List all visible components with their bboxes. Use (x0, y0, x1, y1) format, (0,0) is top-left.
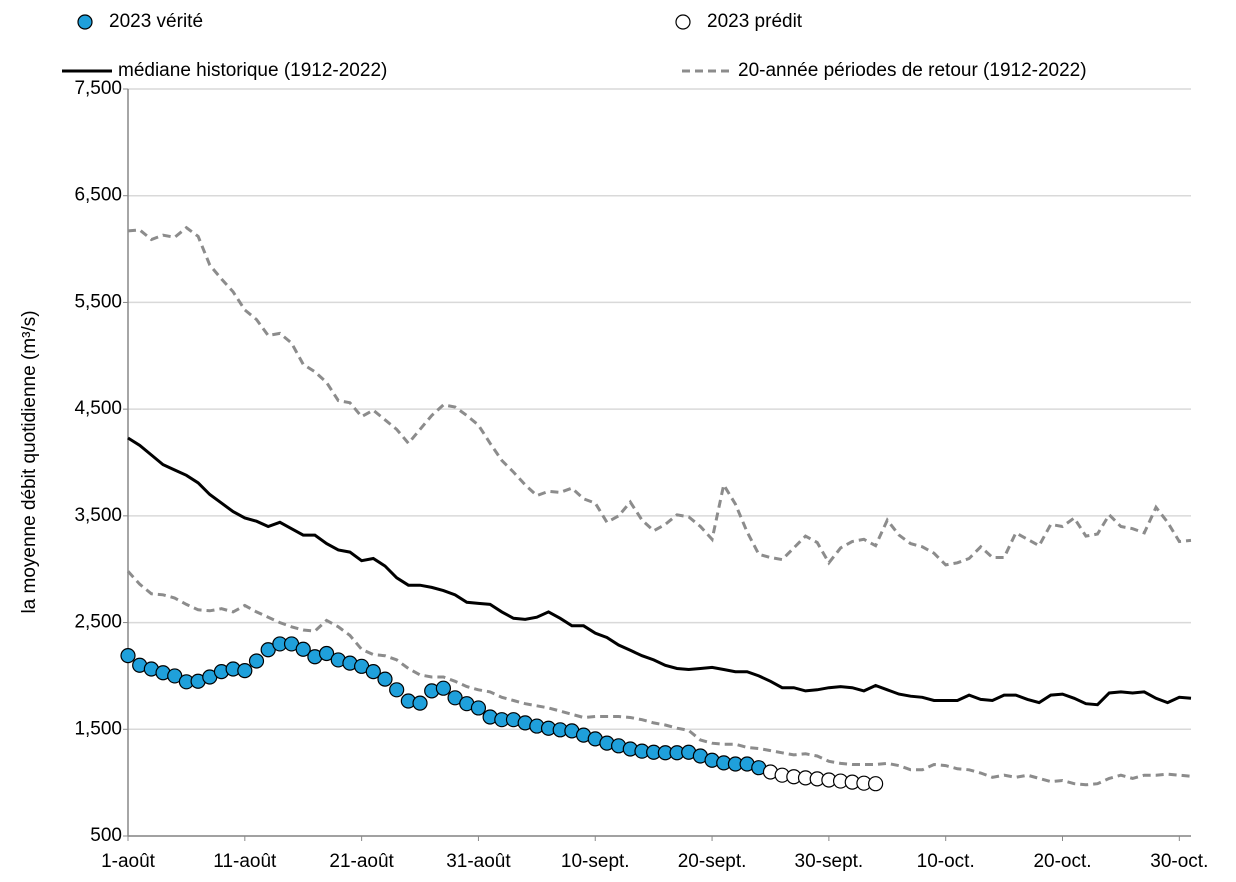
data-point (868, 776, 884, 792)
y-tick-label: 5,500 (74, 291, 122, 312)
y-tick-label: 4,500 (74, 398, 122, 419)
x-tick-label: 1-août (101, 851, 156, 872)
data-point (237, 662, 253, 679)
data-point (412, 695, 428, 711)
data-point (318, 645, 335, 662)
data-point (389, 682, 405, 698)
data-point (435, 680, 451, 696)
series-line (127, 436, 1192, 707)
x-tick-label: 20-sept. (678, 851, 747, 872)
y-tick-label: 6,500 (74, 185, 122, 206)
y-tick-label: 2,500 (74, 612, 122, 633)
y-tick-label: 3,500 (74, 505, 122, 526)
x-tick-label: 21-août (329, 851, 394, 872)
legend-label: 2023 vérité (109, 11, 203, 32)
x-tick-label: 30-oct. (1150, 851, 1208, 872)
x-tick-label: 30-sept. (795, 851, 864, 872)
legend-marker (675, 14, 691, 30)
y-tick-label: 1,500 (74, 718, 122, 739)
series-line (127, 225, 1192, 567)
data-point (365, 664, 381, 680)
data-point (120, 648, 136, 664)
y-tick-label: 7,500 (74, 78, 122, 99)
x-tick-label: 31-août (446, 851, 511, 872)
data-point (295, 641, 311, 657)
legend-label: 20-année périodes de retour (1912-2022) (738, 60, 1087, 81)
legend-label: 2023 prédit (707, 11, 803, 32)
x-tick-label: 10-sept. (561, 851, 630, 872)
y-axis-label: la moyenne débit quotidienne (m³/s) (19, 310, 40, 613)
legend-label: médiane historique (1912-2022) (118, 60, 387, 81)
data-point (248, 653, 265, 669)
series-line (126, 570, 1192, 787)
x-tick-label: 11-août (213, 851, 277, 872)
legend-marker (77, 14, 93, 30)
data-point (377, 671, 393, 687)
x-tick-label: 10-oct. (917, 851, 975, 872)
data-point (470, 700, 487, 716)
y-tick-label: 500 (90, 825, 122, 846)
x-tick-label: 20-oct. (1033, 851, 1091, 872)
